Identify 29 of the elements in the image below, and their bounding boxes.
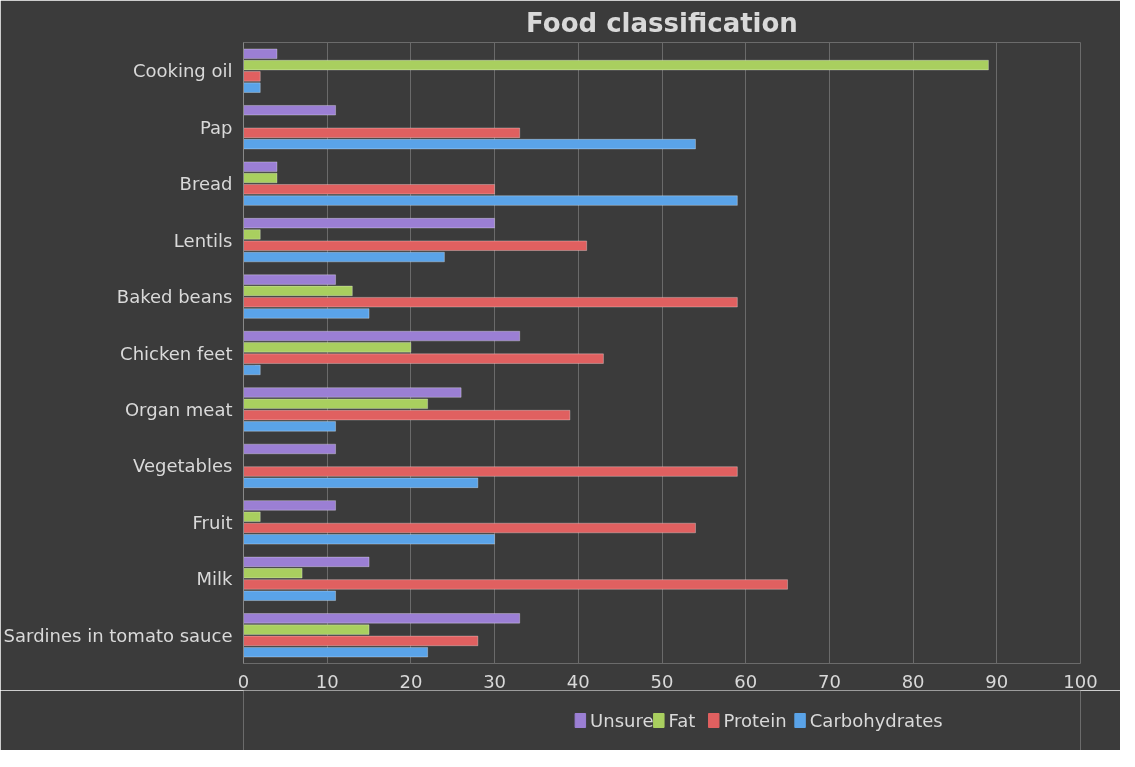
y-tick-label: Chicken feet — [120, 342, 233, 364]
x-tick-label: 70 — [817, 670, 841, 692]
y-tick-label: Lentils — [173, 229, 233, 251]
legend-label: Fat — [668, 710, 696, 731]
x-tick-label: 90 — [985, 670, 1009, 692]
bar — [243, 104, 337, 116]
legend-label: Carbohydrates — [809, 710, 943, 731]
legend-label: Unsure — [590, 710, 654, 731]
x-tick-label: 80 — [901, 670, 925, 692]
x-tick-label: 20 — [399, 670, 423, 692]
y-tick-label: Pap — [200, 116, 233, 138]
y-tick-label: Vegetables — [133, 455, 233, 477]
chart-title: Food classification — [526, 7, 798, 38]
x-tick-label: 10 — [315, 670, 339, 692]
y-tick-label: Fruit — [192, 511, 233, 533]
x-tick-label: 0 — [237, 670, 250, 692]
y-tick-label: Cooking oil — [132, 60, 233, 82]
x-tick-label: 40 — [566, 670, 590, 692]
y-tick-label: Sardines in tomato sauce — [3, 624, 233, 646]
y-tick-label: Baked beans — [116, 286, 233, 308]
y-tick-label: Bread — [179, 173, 233, 195]
y-tick-label: Organ meat — [124, 398, 233, 420]
x-tick-label: 100 — [1063, 670, 1098, 692]
legend-label: Protein — [723, 710, 787, 731]
y-tick-label: Milk — [196, 568, 234, 590]
bar — [243, 443, 337, 455]
x-tick-label: 30 — [483, 670, 507, 692]
x-tick-label: 50 — [650, 670, 674, 692]
x-tick-label: 60 — [734, 670, 758, 692]
